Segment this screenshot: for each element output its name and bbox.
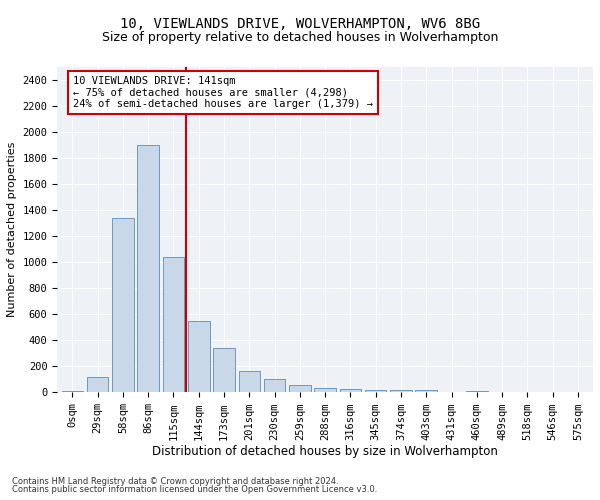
Bar xyxy=(188,320,209,392)
Text: Contains HM Land Registry data © Crown copyright and database right 2024.: Contains HM Land Registry data © Crown c… xyxy=(12,476,338,486)
Bar xyxy=(112,218,134,392)
Bar xyxy=(239,371,260,392)
Y-axis label: Number of detached properties: Number of detached properties xyxy=(7,142,17,318)
Text: 10, VIEWLANDS DRIVE, WOLVERHAMPTON, WV6 8BG: 10, VIEWLANDS DRIVE, WOLVERHAMPTON, WV6 … xyxy=(120,18,480,32)
Bar xyxy=(87,376,109,392)
Bar xyxy=(163,257,184,392)
Bar xyxy=(340,389,361,392)
Text: 10 VIEWLANDS DRIVE: 141sqm
← 75% of detached houses are smaller (4,298)
24% of s: 10 VIEWLANDS DRIVE: 141sqm ← 75% of deta… xyxy=(73,76,373,110)
Bar xyxy=(365,390,386,392)
X-axis label: Distribution of detached houses by size in Wolverhampton: Distribution of detached houses by size … xyxy=(152,445,498,458)
Bar xyxy=(213,348,235,393)
Bar xyxy=(289,385,311,392)
Bar xyxy=(137,145,159,392)
Bar xyxy=(264,378,286,392)
Bar xyxy=(466,391,488,392)
Bar xyxy=(314,388,336,392)
Text: Size of property relative to detached houses in Wolverhampton: Size of property relative to detached ho… xyxy=(102,31,498,44)
Bar xyxy=(390,390,412,392)
Bar xyxy=(62,391,83,392)
Bar xyxy=(415,390,437,392)
Text: Contains public sector information licensed under the Open Government Licence v3: Contains public sector information licen… xyxy=(12,486,377,494)
